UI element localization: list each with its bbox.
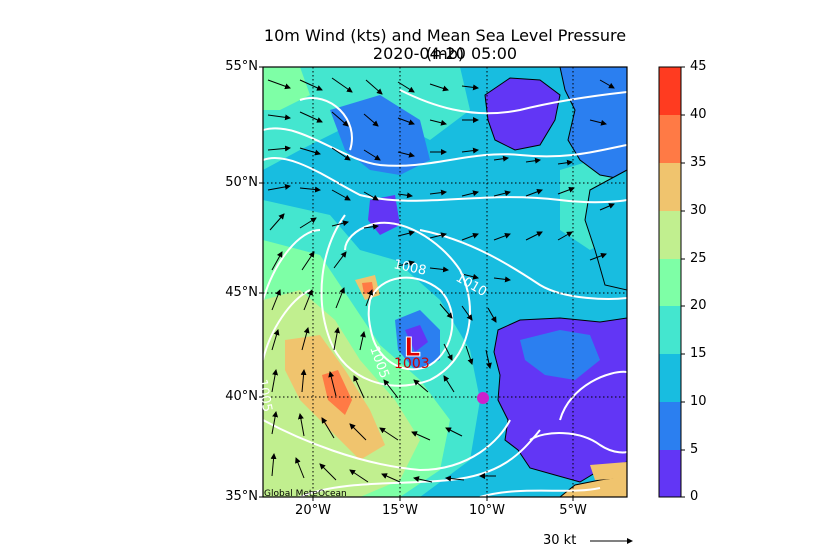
location-marker [477, 392, 489, 404]
iberia-wind-patch [520, 330, 600, 380]
wind-band-orange-small [362, 282, 374, 294]
wind-band-gibraltar [590, 462, 627, 480]
colorbar-swatch [659, 450, 681, 497]
colorbar-tick-label: 45 [690, 59, 707, 74]
chart-timestamp: 2020-04-20 05:00 [372, 44, 518, 63]
landmass-britain [559, 67, 627, 181]
lon-label: 15°W [382, 503, 418, 518]
colorbar-tick-label: 35 [690, 155, 707, 170]
lat-label: 40°N [225, 389, 258, 404]
reference-vector-label: 30 kt [543, 533, 577, 548]
lat-label: 35°N [225, 489, 258, 504]
graticule [263, 67, 627, 497]
lon-label: 20°W [295, 503, 331, 518]
map-frame [262, 66, 628, 498]
colorbar-swatch [659, 115, 681, 163]
chart-title: 10m Wind (kts) and Mean Sea Level Pressu… [263, 26, 627, 63]
wind-vectors [267, 77, 615, 483]
isobar-label: 1008 [392, 257, 427, 279]
landmass-ireland [484, 77, 561, 151]
credit-text: Global MeteOcean [264, 489, 347, 499]
colorbar-swatch [659, 67, 681, 115]
colorbar-swatch [659, 163, 681, 211]
colorbar-tick-label: 0 [690, 489, 699, 504]
lon-label: 5°W [559, 503, 587, 518]
wind-band-purple-low [405, 325, 428, 352]
colorbar-tick-label: 10 [690, 394, 707, 409]
wind-band-blue-north [330, 95, 430, 175]
low-pressure-value: 1003 [394, 356, 430, 372]
landmass-france [584, 169, 627, 291]
wind-band-orange [322, 370, 352, 415]
map-ticks [259, 66, 574, 501]
colorbar-swatch [659, 259, 681, 306]
isobars [263, 89, 627, 497]
lat-label: 55°N [225, 59, 258, 74]
colorbar-tick-label: 15 [690, 346, 707, 361]
colorbar-tick-label: 30 [690, 203, 707, 218]
lat-label: 45°N [225, 285, 258, 300]
colorbar [658, 66, 685, 498]
colorbar-tick-label: 25 [690, 251, 707, 266]
map-area [263, 67, 627, 497]
isobar-label: 1005 [254, 378, 275, 413]
colorbar-swatch [659, 402, 681, 450]
colorbar-tick-label: 5 [690, 442, 699, 457]
colorbar-swatch [659, 306, 681, 354]
colorbar-tick-label: 20 [690, 298, 707, 313]
lon-label: 10°W [469, 503, 505, 518]
colorbar-swatch [659, 211, 681, 259]
colorbar-swatch [659, 354, 681, 402]
low-pressure-symbol: L [404, 333, 421, 363]
colorbar-tick-label: 40 [690, 107, 707, 122]
lat-label: 50°N [225, 175, 258, 190]
